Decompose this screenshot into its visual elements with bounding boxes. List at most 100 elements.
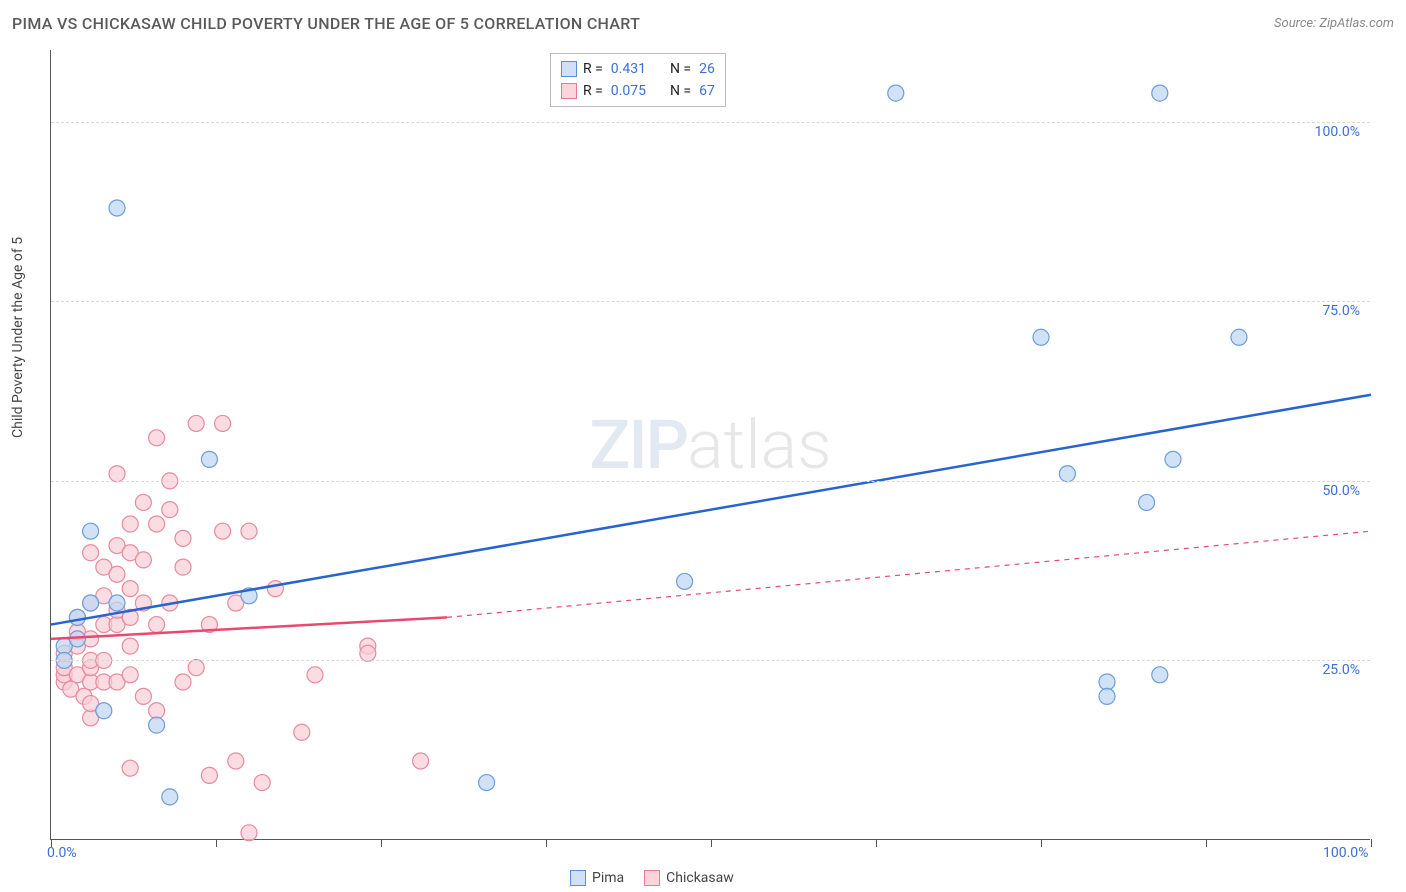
legend-row-pima: R = 0.431 N = 26 [561,58,715,80]
chickasaw-point [122,581,138,597]
pima-swatch-icon [570,870,586,886]
grid-line [51,301,1370,302]
grid-line [51,122,1370,123]
pima-point [162,789,178,805]
chickasaw-point [241,523,257,539]
source-attribution: Source: ZipAtlas.com [1274,16,1394,31]
chickasaw-swatch-icon [561,83,577,99]
y-axis-label: Child Poverty Under the Age of 5 [10,237,26,438]
chickasaw-point [175,559,191,575]
chickasaw-point [122,516,138,532]
n-label: N = [670,80,691,102]
chickasaw-point [201,767,217,783]
n-label: N = [670,58,691,80]
r-label: R = [583,80,603,102]
chickasaw-point [215,415,231,431]
regression-line [447,531,1371,617]
pima-point [1099,688,1115,704]
chickasaw-point [149,617,165,633]
pima-point [69,609,85,625]
y-tick-label: 25.0% [1322,662,1360,678]
chickasaw-point [122,667,138,683]
pima-point [1152,667,1168,683]
chickasaw-point [307,667,323,683]
title-bar: PIMA VS CHICKASAW CHILD POVERTY UNDER TH… [12,14,1394,33]
pima-point [1099,674,1115,690]
x-tick [1041,839,1042,847]
x-tick [711,839,712,847]
pima-point [888,85,904,101]
chickasaw-point [413,753,429,769]
plot-area: ZIPatlas 25.0%50.0%75.0%100.0%0.0%100.0% [50,50,1370,840]
r-label: R = [583,58,603,80]
pima-point [1033,329,1049,345]
chickasaw-point [149,703,165,719]
x-tick [216,839,217,847]
chickasaw-point [175,674,191,690]
chickasaw-point [122,760,138,776]
chickasaw-point [135,552,151,568]
pima-point [201,451,217,467]
legend-item-chickasaw: Chickasaw [644,870,734,886]
chickasaw-point [215,523,231,539]
grid-line [51,481,1370,482]
x-tick [1371,839,1372,847]
pima-series-label: Pima [592,870,624,886]
chart-container: PIMA VS CHICKASAW CHILD POVERTY UNDER TH… [0,0,1406,892]
chickasaw-point [122,638,138,654]
chickasaw-point [83,545,99,561]
pima-point [1139,494,1155,510]
x-tick [546,839,547,847]
chickasaw-r-value: 0.075 [611,80,646,102]
chickasaw-swatch-icon [644,870,660,886]
grid-line [51,660,1370,661]
pima-point [1059,466,1075,482]
legend-correlation: R = 0.431 N = 26 R = 0.075 N = 67 [550,53,726,107]
chickasaw-point [175,530,191,546]
chickasaw-point [254,775,270,791]
y-tick-label: 100.0% [1315,124,1360,140]
pima-point [677,573,693,589]
legend-item-pima: Pima [570,870,624,886]
pima-point [149,717,165,733]
chickasaw-point [188,415,204,431]
chickasaw-point [149,516,165,532]
chickasaw-point [228,753,244,769]
pima-point [96,703,112,719]
chickasaw-point [241,825,257,841]
x-tick-label: 100.0% [1323,845,1368,861]
chickasaw-point [267,581,283,597]
pima-point [1231,329,1247,345]
y-tick-label: 50.0% [1322,483,1360,499]
chickasaw-point [188,660,204,676]
pima-point [83,523,99,539]
regression-line [51,395,1371,625]
chickasaw-point [109,466,125,482]
chickasaw-point [109,566,125,582]
pima-point [109,595,125,611]
pima-point [1152,85,1168,101]
chickasaw-n-value: 67 [699,80,715,102]
chart-title: PIMA VS CHICKASAW CHILD POVERTY UNDER TH… [12,14,640,33]
chickasaw-point [162,502,178,518]
legend-series: Pima Chickasaw [570,870,734,886]
x-tick [381,839,382,847]
chickasaw-point [360,645,376,661]
pima-swatch-icon [561,61,577,77]
pima-point [109,200,125,216]
legend-row-chickasaw: R = 0.075 N = 67 [561,80,715,102]
pima-n-value: 26 [699,58,715,80]
chickasaw-series-label: Chickasaw [666,870,734,886]
pima-point [83,595,99,611]
scatter-svg [51,50,1371,840]
chickasaw-point [135,494,151,510]
chickasaw-point [149,430,165,446]
pima-point [1165,451,1181,467]
x-tick-label: 0.0% [47,845,77,861]
chickasaw-point [294,724,310,740]
x-tick [876,839,877,847]
pima-r-value: 0.431 [611,58,646,80]
y-tick-label: 75.0% [1322,303,1360,319]
chickasaw-point [135,688,151,704]
pima-point [479,775,495,791]
